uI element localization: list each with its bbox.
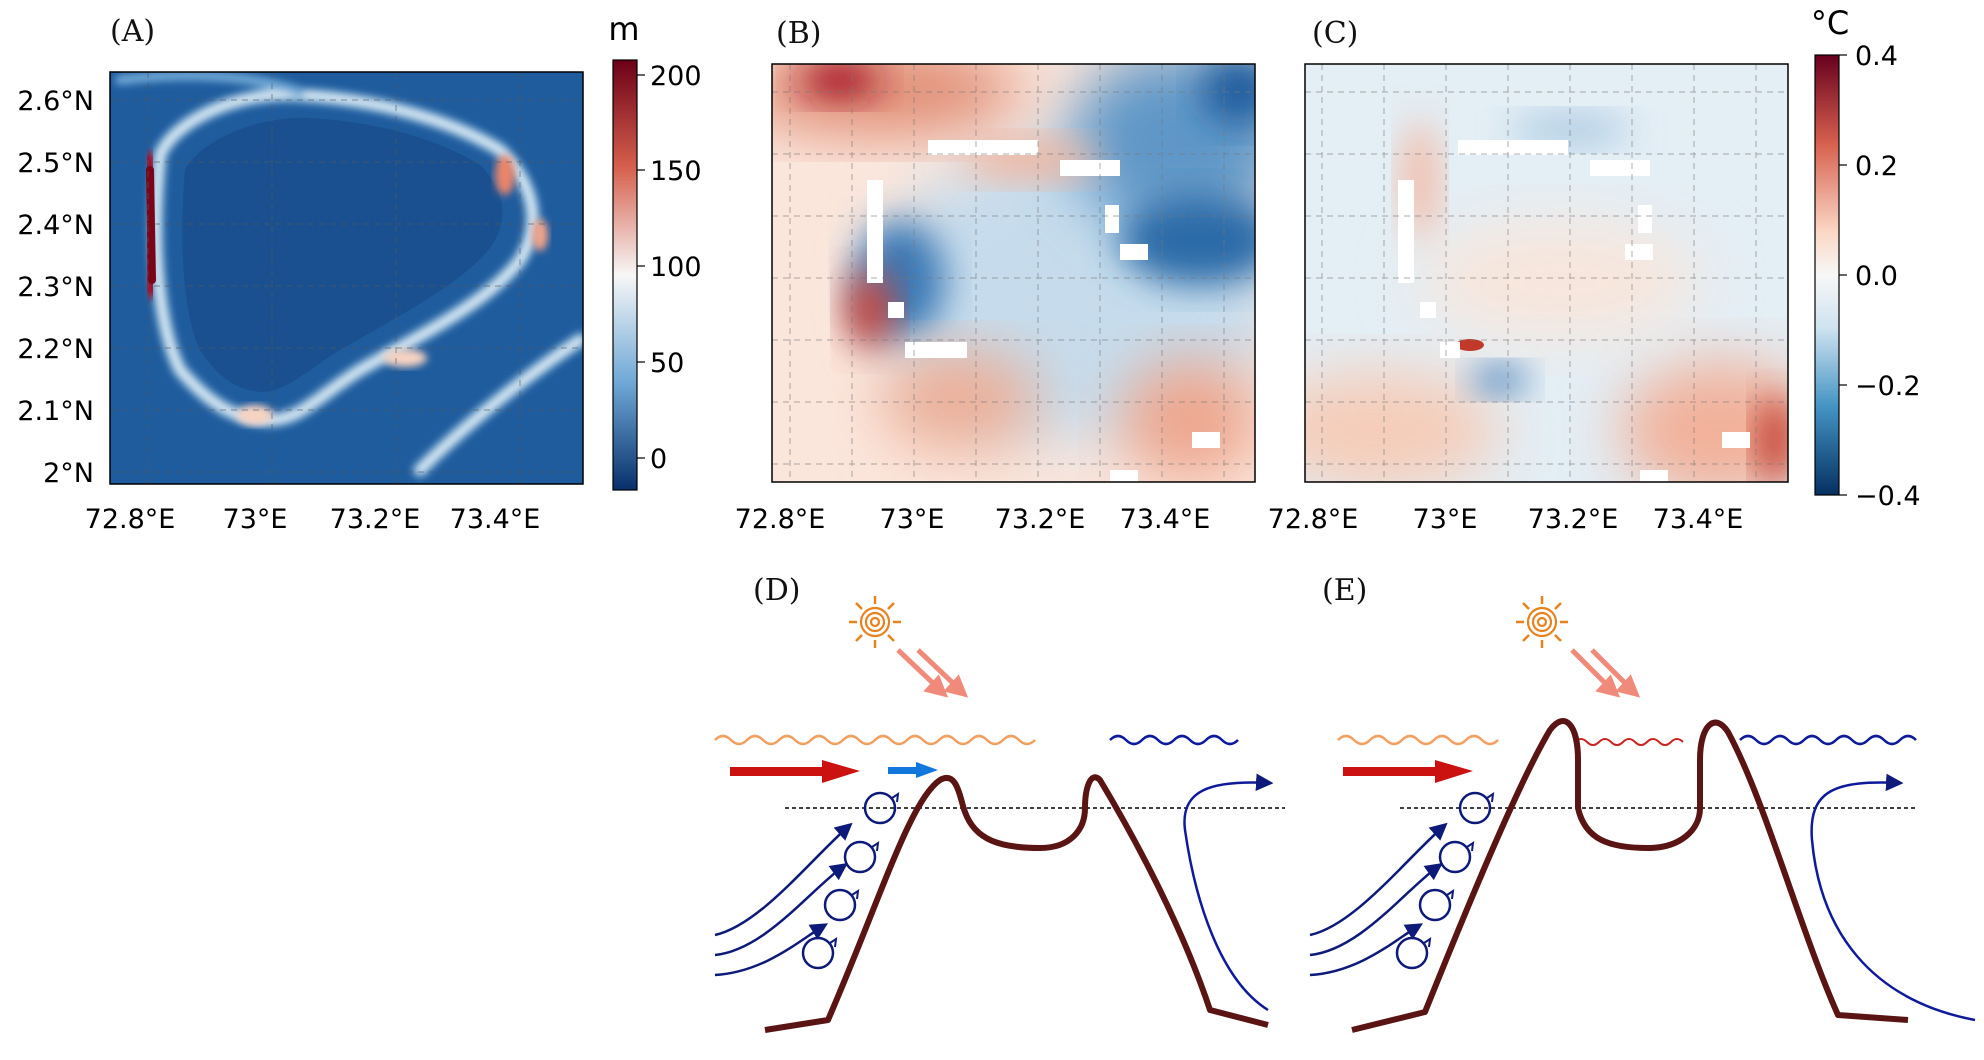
temp-unit-label: °C bbox=[1811, 4, 1849, 42]
depth-unit-label: m bbox=[608, 10, 639, 48]
sun-icon bbox=[1516, 596, 1568, 648]
panel-label-d: (D) bbox=[753, 573, 801, 608]
warm-surface-wave bbox=[714, 734, 1036, 746]
lon-tick-label: 73.4°E bbox=[450, 504, 541, 535]
lat-tick-label: 2°N bbox=[43, 458, 94, 489]
lagoon-surface-wave bbox=[1574, 738, 1684, 746]
lon-tick-label: 73.2°E bbox=[1528, 504, 1619, 535]
panel-d-schematic bbox=[714, 596, 1285, 1033]
cool-surface-wave bbox=[1739, 734, 1917, 746]
lon-tick-label: 73°E bbox=[223, 504, 288, 535]
panel-a-lon-ticks: 72.8°E 73°E 73.2°E 73.4°E bbox=[85, 504, 541, 535]
panel-label-e: (E) bbox=[1322, 573, 1368, 608]
sun-icon bbox=[849, 596, 901, 648]
cool-flow-arrow-icon bbox=[888, 762, 938, 778]
panel-label-c: (C) bbox=[1312, 16, 1359, 51]
temp-tick-label: −0.4 bbox=[1855, 481, 1921, 512]
lon-tick-label: 73°E bbox=[1413, 504, 1478, 535]
lon-tick-label: 73°E bbox=[880, 504, 945, 535]
panel-b-lon-ticks: 72.8°E 73°E 73.2°E 73.4°E bbox=[735, 504, 1211, 535]
warm-flow-arrow-icon bbox=[1343, 760, 1473, 783]
reef-profile bbox=[764, 774, 1269, 1033]
lon-tick-label: 72.8°E bbox=[1268, 504, 1359, 535]
panel-b-grid bbox=[772, 64, 1255, 482]
depth-tick-label: 50 bbox=[650, 348, 684, 379]
reef-profile bbox=[1351, 718, 1909, 1033]
temp-tick-label: 0.4 bbox=[1855, 41, 1898, 72]
lon-tick-label: 72.8°E bbox=[735, 504, 826, 535]
temp-colorbar: °C 0.4 0.2 0.0 −0.2 −0.4 bbox=[1811, 4, 1921, 512]
lon-tick-label: 73.2°E bbox=[330, 504, 421, 535]
lat-tick-label: 2.2°N bbox=[17, 334, 94, 365]
panel-a-map bbox=[110, 72, 583, 484]
panel-e-schematic bbox=[1309, 596, 1976, 1033]
lat-tick-label: 2.4°N bbox=[17, 210, 94, 241]
panel-b-frame bbox=[771, 63, 1256, 483]
eddy-icons bbox=[801, 791, 900, 970]
depth-tick-label: 200 bbox=[650, 61, 702, 92]
lat-tick-label: 2.1°N bbox=[17, 396, 94, 427]
depth-tick-label: 100 bbox=[650, 252, 702, 283]
panel-c-frame bbox=[1304, 63, 1789, 483]
lon-tick-label: 72.8°E bbox=[85, 504, 176, 535]
warm-surface-wave bbox=[1337, 734, 1499, 746]
lat-tick-label: 2.5°N bbox=[17, 148, 94, 179]
panel-c-lon-ticks: 72.8°E 73°E 73.2°E 73.4°E bbox=[1268, 504, 1744, 535]
lon-tick-label: 73.4°E bbox=[1120, 504, 1211, 535]
panel-a-frame bbox=[109, 71, 584, 485]
warm-flow-arrow-icon bbox=[730, 760, 860, 783]
panel-label-a: (A) bbox=[110, 14, 156, 49]
temp-tick-label: 0.2 bbox=[1855, 151, 1898, 182]
depth-colorbar: m 200 150 100 50 0 bbox=[608, 10, 702, 491]
panel-c-grid bbox=[1305, 64, 1788, 482]
panel-label-b: (B) bbox=[776, 16, 822, 51]
depth-tick-label: 0 bbox=[650, 444, 667, 475]
radiation-arrows-icon bbox=[896, 648, 969, 698]
lat-tick-label: 2.6°N bbox=[17, 86, 94, 117]
temp-tick-label: 0.0 bbox=[1855, 261, 1898, 292]
lon-tick-label: 73.4°E bbox=[1653, 504, 1744, 535]
panel-c-map bbox=[1305, 64, 1788, 482]
temp-tick-label: −0.2 bbox=[1855, 371, 1921, 402]
panel-b-map bbox=[772, 64, 1255, 482]
radiation-arrows-icon bbox=[1570, 648, 1641, 698]
panel-a-grid bbox=[110, 72, 583, 484]
lon-tick-label: 73.2°E bbox=[995, 504, 1086, 535]
panel-a-lat-ticks: 2.6°N 2.5°N 2.4°N 2.3°N 2.2°N 2.1°N 2°N bbox=[17, 86, 94, 489]
lat-tick-label: 2.3°N bbox=[17, 272, 94, 303]
depth-tick-label: 150 bbox=[650, 156, 702, 187]
cool-surface-wave bbox=[1109, 734, 1239, 746]
